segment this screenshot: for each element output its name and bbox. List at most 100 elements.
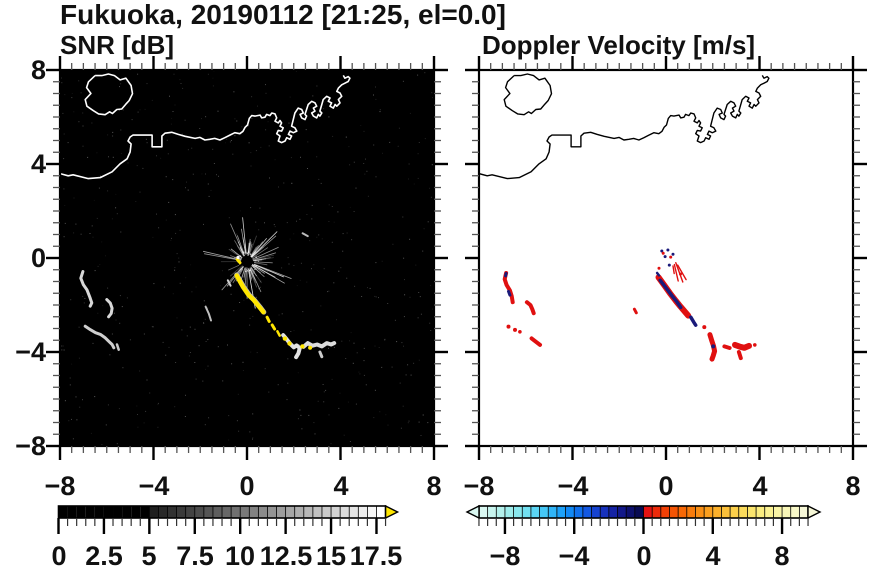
snr-panel-title: SNR [dB] xyxy=(60,30,175,60)
echo xyxy=(301,341,337,349)
velocity-echoes xyxy=(502,248,757,362)
echo xyxy=(672,265,675,275)
coast-mainland xyxy=(479,75,770,180)
echo-dot xyxy=(308,345,313,350)
velocity-x-tick-label: 8 xyxy=(845,471,861,501)
radar-center xyxy=(241,255,253,268)
echo-dot xyxy=(671,252,675,256)
velocity-colorbar-label: 0 xyxy=(636,541,652,570)
echo xyxy=(673,263,679,282)
velocity-colorbar-label: −8 xyxy=(489,541,521,570)
y-tick-label: 0 xyxy=(30,243,46,273)
snr-colorbar-label: 0 xyxy=(51,541,67,570)
echo xyxy=(504,272,508,278)
axis-ticks xyxy=(465,56,867,460)
echo xyxy=(235,257,242,265)
echo xyxy=(83,324,116,350)
coast-island xyxy=(84,73,134,116)
echo-dot xyxy=(660,249,664,253)
echo xyxy=(105,298,114,319)
echo xyxy=(276,330,281,337)
echo xyxy=(632,307,638,315)
echo xyxy=(732,341,752,351)
echo xyxy=(507,289,512,297)
snr-colorbar-label: 12.5 xyxy=(259,541,313,570)
echo xyxy=(722,344,732,350)
snr-content xyxy=(60,70,434,446)
echo-dot xyxy=(702,325,707,330)
velocity-content xyxy=(479,73,770,362)
velocity-x-tick-label: −8 xyxy=(463,471,495,501)
velocity-colorbar-label: −4 xyxy=(558,541,590,570)
snr-x-tick-label: 8 xyxy=(426,471,442,501)
snr-colorbar-label: 5 xyxy=(141,541,157,570)
coastline xyxy=(60,73,351,180)
y-tick-label: 4 xyxy=(30,149,46,179)
echo xyxy=(655,271,661,277)
snr-x-tick-label: −8 xyxy=(44,471,76,501)
echo xyxy=(265,315,271,323)
echo-dot xyxy=(666,248,670,252)
echo-dot xyxy=(657,266,661,270)
snr-colorbar-label: 15 xyxy=(315,541,347,570)
y-tick-label: 8 xyxy=(30,55,46,85)
snr-colorbar-label: 10 xyxy=(224,541,256,570)
snr-colorbar-label: 7.5 xyxy=(176,541,214,570)
echo-dot xyxy=(669,255,673,259)
echo-dot xyxy=(679,272,682,276)
velocity-panel-title: Doppler Velocity [m/s] xyxy=(482,30,756,60)
echo xyxy=(234,273,266,315)
coast-island xyxy=(503,73,553,116)
echo xyxy=(318,350,324,359)
coast-mainland xyxy=(60,75,351,180)
echo xyxy=(270,323,277,331)
echo-dot xyxy=(518,330,522,334)
echo xyxy=(675,261,684,283)
velocity-colorbar-label: 4 xyxy=(705,541,721,570)
echo xyxy=(204,305,212,322)
echo xyxy=(79,270,94,308)
echo xyxy=(736,350,743,361)
echo-dot xyxy=(300,344,305,349)
echo-dot xyxy=(753,343,757,347)
y-tick-label: −8 xyxy=(15,431,46,461)
snr-x-tick-label: −4 xyxy=(138,471,170,501)
snr-x-tick-label: 0 xyxy=(239,471,255,501)
echo-dot xyxy=(663,255,667,259)
snr-colorbar-svg xyxy=(57,504,400,534)
echo-dot xyxy=(513,327,517,332)
echo-dot xyxy=(667,263,671,267)
echo-dot xyxy=(506,324,511,329)
axis-ticks xyxy=(46,56,448,460)
echo-dot xyxy=(236,255,240,260)
velocity-colorbar-svg xyxy=(465,504,822,534)
echo-dot xyxy=(661,251,665,255)
snr-x-tick-label: 4 xyxy=(333,471,349,501)
velocity-colorbar-label: 8 xyxy=(774,541,790,570)
echo xyxy=(115,343,120,351)
echo-dot xyxy=(287,341,292,346)
over-arrow xyxy=(807,504,822,520)
echo-dot xyxy=(282,336,288,341)
echo xyxy=(689,315,698,327)
echo xyxy=(529,336,542,347)
echo xyxy=(226,279,232,287)
velocity-plot-svg xyxy=(465,56,867,460)
velocity-x-tick-label: 4 xyxy=(752,471,768,501)
echo xyxy=(658,278,683,310)
echo-dot xyxy=(711,344,716,349)
echo xyxy=(524,300,536,316)
echo xyxy=(301,232,309,238)
snr-colorbar-label: 2.5 xyxy=(85,541,123,570)
snr-colorbar-label: 17.5 xyxy=(349,541,403,570)
echo xyxy=(502,271,515,305)
y-tick-label: −4 xyxy=(15,337,46,367)
snr-echoes xyxy=(79,232,337,360)
echo xyxy=(281,333,302,360)
echo xyxy=(676,264,687,281)
echo xyxy=(707,332,718,362)
snr-plot-svg xyxy=(46,56,448,460)
figure-title: Fukuoka, 20190112 [21:25, el=0.0] xyxy=(60,0,506,30)
coastline xyxy=(479,73,770,180)
